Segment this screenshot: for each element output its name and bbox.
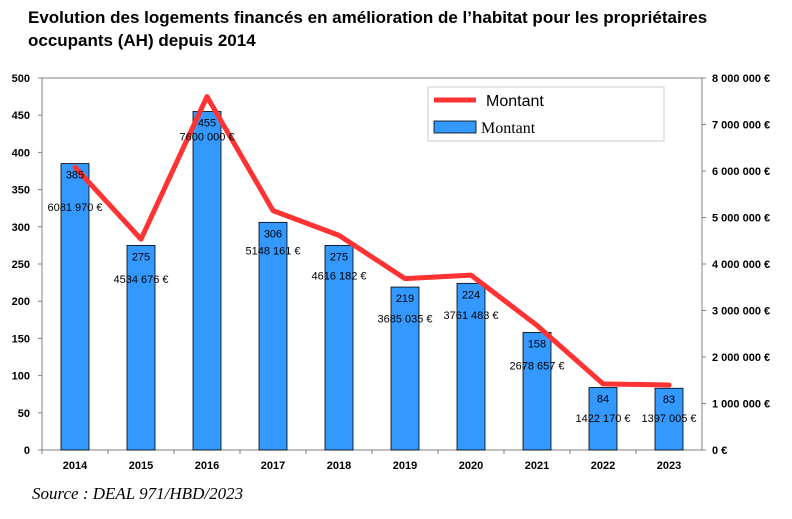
y-tick-label: 250 (12, 259, 30, 271)
bar (522, 332, 552, 451)
line-value-label: 1422 170 € (575, 413, 630, 425)
x-tick-label: 2015 (129, 460, 153, 472)
y-tick-label: 0 (24, 445, 30, 457)
bar-value-label: 219 (396, 293, 414, 305)
x-tick-label: 2016 (195, 460, 219, 472)
bar (390, 286, 420, 451)
y-tick-label: 500 (12, 73, 30, 85)
bar-value-label: 455 (198, 117, 216, 129)
line-series (72, 94, 672, 388)
x-tick-label: 2022 (591, 460, 615, 472)
y2-tick-label: 8 000 000 € (712, 73, 770, 85)
bar (324, 244, 354, 451)
bar (588, 387, 618, 451)
y-tick-label: 200 (12, 296, 30, 308)
bar-value-labels: 385 275 455 306 275 219 224 158 84 83 (66, 117, 675, 406)
line-value-labels: 6081 970 € 4534 676 € 7600 000 € 5148 161 €… (47, 132, 696, 425)
legend: Montant Montant (427, 86, 665, 142)
line-value-label: 6081 970 € (47, 202, 102, 214)
line-value-label: 4534 676 € (113, 274, 168, 286)
source-note: Source : DEAL 971/HBD/2023 (32, 484, 244, 503)
y-tick-label: 300 (12, 222, 30, 234)
y2-tick-label: 4 000 000 € (712, 259, 770, 271)
x-tick-label: 2017 (261, 460, 285, 472)
bar-value-label: 224 (462, 289, 480, 301)
y-tick-label: 450 (12, 110, 30, 122)
line-value-label: 4616 182 € (311, 270, 366, 282)
bar-series (60, 111, 684, 451)
line-value-label: 7600 000 € (179, 132, 234, 144)
y-tick-label: 50 (18, 408, 30, 420)
y-axis-right: 0 € 1 000 000 € 2 000 000 € 3 000 000 € 4 00… (702, 73, 770, 457)
line-value-label: 5148 161 € (245, 246, 300, 258)
line-value-label: 3685 035 € (377, 314, 432, 326)
bar-value-label: 275 (132, 251, 150, 263)
bar (258, 221, 288, 451)
bar (456, 282, 486, 451)
x-axis: 2014 2015 2016 2017 2018 2019 2020 2021 2022 2023 (41, 450, 681, 472)
line-value-label: 2678 657 € (509, 360, 564, 372)
bar-value-label: 158 (528, 338, 546, 350)
bar (654, 387, 684, 451)
y2-tick-label: 5 000 000 € (712, 213, 770, 225)
chart-title: Evolution des logements financés en amél… (28, 8, 708, 50)
y2-tick-label: 2 000 000 € (712, 352, 770, 364)
y2-tick-label: 3 000 000 € (712, 306, 770, 318)
bar-value-label: 385 (66, 170, 84, 182)
y-tick-label: 350 (12, 185, 30, 197)
x-tick-label: 2019 (393, 460, 417, 472)
bar (192, 111, 222, 451)
x-tick-label: 2021 (525, 460, 549, 472)
y-tick-label: 100 (12, 371, 30, 383)
y2-tick-label: 6 000 000 € (712, 166, 770, 178)
y-tick-label: 400 (12, 147, 30, 159)
y-axis-left: 0 50 100 150 200 250 300 350 400 450 500 (12, 73, 42, 457)
legend-line-label: Montant (486, 93, 544, 110)
bar-value-label: 306 (264, 228, 282, 240)
legend-bar-label: Montant (481, 120, 536, 137)
y-tick-label: 150 (12, 333, 30, 345)
y2-tick-label: 0 € (712, 445, 727, 457)
bar-value-label: 83 (663, 394, 675, 406)
x-tick-label: 2018 (327, 460, 351, 472)
line-value-label: 1397 005 € (641, 413, 696, 425)
x-tick-label: 2014 (63, 460, 88, 472)
y2-tick-label: 1 000 000 € (712, 399, 770, 411)
x-tick-label: 2020 (459, 460, 483, 472)
bar-value-label: 84 (597, 394, 609, 406)
line-value-label: 3761 483 € (443, 310, 498, 322)
y2-tick-label: 7 000 000 € (712, 120, 770, 132)
bar (126, 244, 156, 451)
bar-value-label: 275 (330, 251, 348, 263)
line-path (72, 94, 672, 388)
bar (60, 163, 90, 451)
x-tick-label: 2023 (657, 460, 681, 472)
legend-bar-swatch (433, 120, 477, 134)
